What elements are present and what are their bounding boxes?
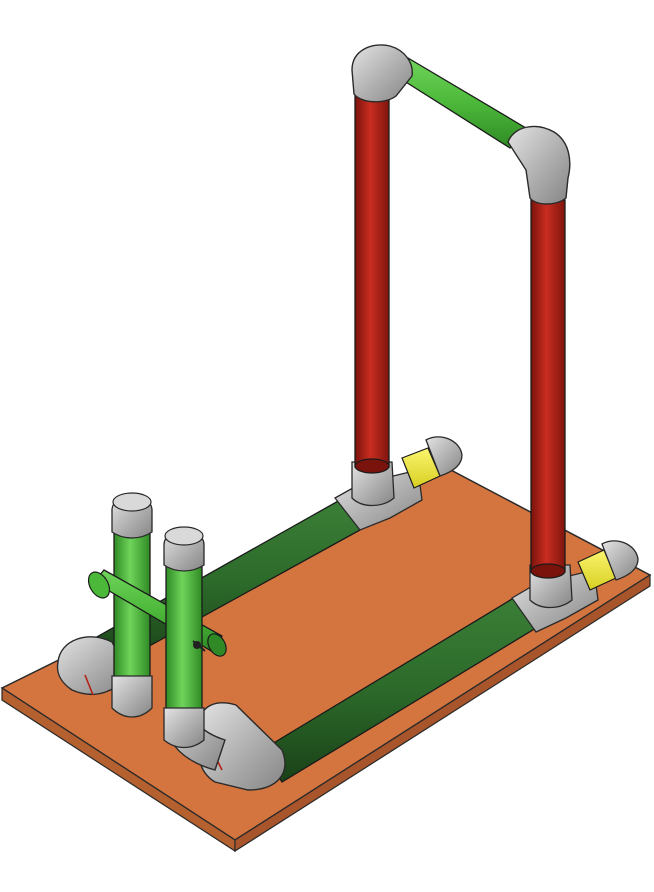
- base-board: [0, 467, 652, 853]
- gray-tee-fittings: [334, 436, 463, 531]
- gray-elbow-fittings: [351, 44, 571, 205]
- short-green-posts: [163, 526, 206, 749]
- yellow-end-caps: [577, 540, 639, 591]
- left-upright-red-pipe: [354, 94, 390, 474]
- right-upright-red-pipe: [530, 199, 566, 579]
